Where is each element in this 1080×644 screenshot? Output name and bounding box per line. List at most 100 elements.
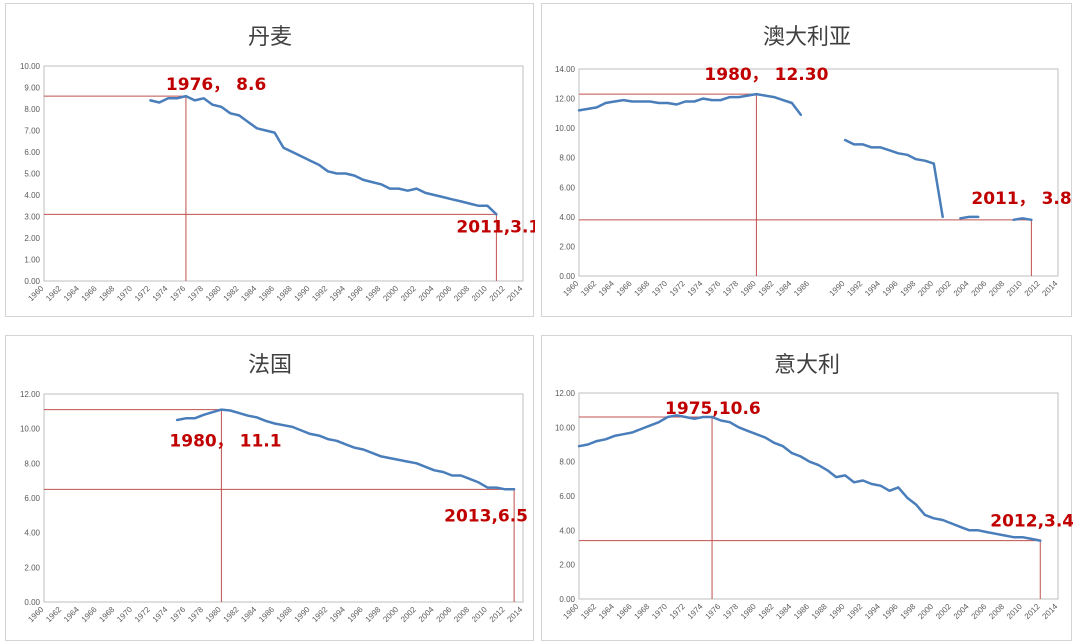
series-line [959, 215, 980, 220]
x-tick-label: 2012 [1023, 279, 1042, 298]
x-tick-label: 1966 [615, 279, 634, 298]
y-tick-label: 2.00 [559, 561, 575, 570]
chart-denmark-svg: 丹麦 0.00 1.00 2.00 3.00 4.00 5.00 6.00 7.00 8.00 9… [20, 25, 535, 303]
x-tick-label: 1990 [828, 279, 847, 298]
x-tick-label: 1972 [133, 284, 152, 303]
y-tick-label: 2.00 [559, 242, 575, 251]
y-tick-label: 10.00 [20, 425, 41, 434]
x-tick-label: 2012 [488, 284, 507, 303]
x-tick-label: 1988 [275, 284, 294, 303]
x-tick-label: 2002 [934, 279, 953, 298]
x-tick-label: 1976 [703, 279, 722, 298]
x-tick-label: 2006 [970, 279, 989, 298]
x-tick-label: 1970 [650, 279, 669, 298]
data-annotation-label: 2012,3.4 [990, 512, 1073, 532]
y-tick-label: 4.00 [24, 529, 40, 538]
x-tick-label: 1998 [364, 605, 383, 624]
x-tick-label: 2008 [452, 284, 471, 303]
y-tick-label: 6.00 [24, 148, 40, 157]
x-tick-label: 2014 [1040, 602, 1059, 621]
x-tick-label: 1978 [186, 605, 205, 624]
y-tick-label: 12.00 [20, 390, 41, 399]
data-annotation-label: 1980， 11.1 [169, 432, 281, 452]
x-tick-label: 2006 [435, 284, 454, 303]
x-tick-label: 2004 [952, 279, 971, 298]
y-tick-label: 2.00 [24, 234, 40, 243]
x-tick-label: 1986 [257, 284, 276, 303]
y-tick-label: 6.00 [559, 492, 575, 501]
data-annotation-label: 2011,3.1 [456, 217, 535, 237]
y-tick-label: 10.00 [555, 124, 576, 133]
data-annotation-label: 1976， 8.6 [166, 75, 266, 95]
x-tick-label: 1996 [881, 279, 900, 298]
x-tick-label: 1994 [328, 605, 347, 624]
x-tick-label: 1960 [561, 602, 580, 621]
y-tick-label: 0.00 [24, 277, 40, 286]
x-tick-label: 1998 [364, 284, 383, 303]
y-tick-label: 6.00 [559, 183, 575, 192]
x-tick-label: 1966 [80, 284, 99, 303]
x-tick-label: 1982 [222, 605, 241, 624]
x-tick-label: 1974 [686, 602, 705, 621]
x-tick-label: 2002 [399, 284, 418, 303]
y-tick-label: 10.00 [20, 62, 41, 71]
x-tick-label: 1978 [721, 279, 740, 298]
x-tick-label: 1972 [668, 279, 687, 298]
x-tick-label: 1978 [721, 602, 740, 621]
x-tick-label: 1992 [310, 605, 329, 624]
x-tick-label: 1980 [739, 602, 758, 621]
x-tick-label: 1992 [845, 279, 864, 298]
chart-panel-denmark: 丹麦 0.00 1.00 2.00 3.00 4.00 5.00 6.00 7.00 8.00 9… [5, 3, 535, 317]
x-tick-label: 1998 [899, 279, 918, 298]
x-tick-label: 2008 [987, 279, 1006, 298]
series-line [577, 414, 1042, 542]
x-tick-label: 2010 [470, 605, 489, 624]
x-tick-label: 1996 [346, 284, 365, 303]
chart-france-svg: 法国 0.002.004.006.008.0010.0012.001960196… [20, 353, 528, 624]
data-annotation-label: 2013,6.5 [444, 506, 528, 526]
x-tick-label: 1962 [44, 284, 63, 303]
x-tick-label: 1968 [632, 279, 651, 298]
plot-area-frame [43, 393, 524, 603]
x-tick-label: 1974 [151, 605, 170, 624]
x-tick-label: 1982 [757, 602, 776, 621]
x-tick-label: 1966 [615, 602, 634, 621]
x-tick-label: 1964 [62, 284, 81, 303]
x-tick-label: 1990 [828, 602, 847, 621]
data-annotation-label: 2011， 3.8 [971, 189, 1071, 209]
series-line [149, 94, 498, 216]
x-tick-label: 1994 [328, 284, 347, 303]
x-tick-label: 2000 [381, 605, 400, 624]
y-tick-label: 12.00 [555, 389, 576, 398]
x-tick-label: 1984 [774, 279, 793, 298]
series-line [175, 408, 516, 491]
x-tick-label: 1980 [204, 284, 223, 303]
x-tick-label: 1984 [239, 605, 258, 624]
x-tick-label: 2010 [1005, 602, 1024, 621]
x-tick-label: 1998 [899, 602, 918, 621]
x-tick-label: 1992 [845, 602, 864, 621]
x-tick-label: 1986 [792, 279, 811, 298]
x-tick-label: 1984 [774, 602, 793, 621]
y-tick-label: 3.00 [24, 213, 40, 222]
x-tick-label: 2010 [470, 284, 489, 303]
y-tick-label: 8.00 [559, 154, 575, 163]
x-tick-label: 2014 [505, 284, 524, 303]
chart-title: 意大利 [774, 353, 840, 378]
x-tick-label: 2004 [417, 605, 436, 624]
x-tick-label: 1976 [703, 602, 722, 621]
x-tick-label: 1994 [863, 279, 882, 298]
x-tick-label: 2014 [1040, 279, 1059, 298]
chart-italy-svg: 意大利 0.002.004.006.008.0010.0012.00196019… [555, 353, 1073, 621]
x-tick-label: 1982 [757, 279, 776, 298]
x-tick-label: 2012 [488, 605, 507, 624]
x-tick-label: 1974 [686, 279, 705, 298]
y-tick-label: 12.00 [555, 95, 576, 104]
plot-area-frame [578, 68, 1059, 277]
chart-title: 澳大利亚 [763, 25, 851, 50]
chart-panel-australia: 澳大利亚 0.00 2.00 4.00 6.00 8.00 10.00 12.00 14.00… [541, 3, 1072, 317]
x-tick-label: 1960 [561, 279, 580, 298]
x-tick-label: 1976 [168, 605, 187, 624]
y-tick-label: 14.00 [555, 65, 576, 74]
y-tick-label: 0.00 [24, 598, 40, 607]
